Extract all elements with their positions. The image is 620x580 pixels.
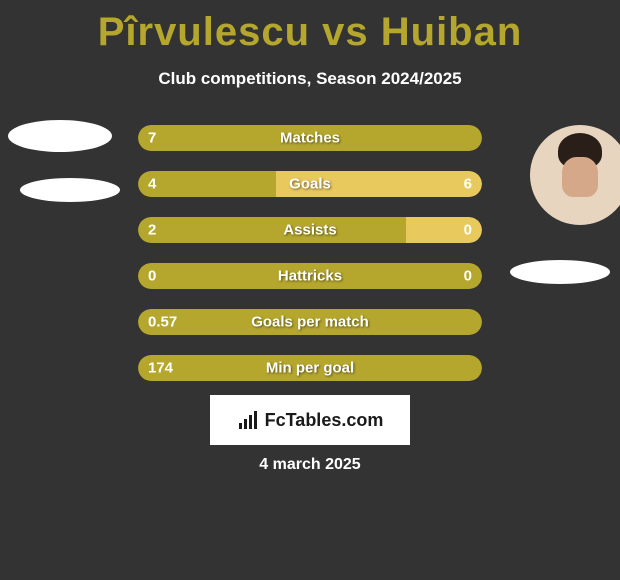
stat-row-goals: 4 Goals 6 [138,171,482,197]
stat-value-right: 6 [464,176,472,193]
player-right-avatar [530,125,620,225]
date-text: 4 march 2025 [259,456,360,474]
stat-row-goals-per-match: 0.57 Goals per match [138,309,482,335]
stat-row-matches: 7 Matches [138,125,482,151]
stat-row-min-per-goal: 174 Min per goal [138,355,482,381]
stat-label: Matches [138,130,482,147]
player-left-avatar [8,120,112,152]
brand-box[interactable]: FcTables.com [210,395,410,445]
stat-row-assists: 2 Assists 0 [138,217,482,243]
stats-container: 7 Matches 4 Goals 6 2 Assists 0 0 Hattri… [138,125,482,401]
stat-label: Min per goal [138,360,482,377]
stat-label: Hattricks [138,268,482,285]
stat-value-right: 0 [464,268,472,285]
player-left-name-ellipse [20,178,120,202]
stat-row-hattricks: 0 Hattricks 0 [138,263,482,289]
stat-label: Goals per match [138,314,482,331]
chart-icon [237,409,259,431]
player-right-name-ellipse [510,260,610,284]
stat-label: Assists [138,222,482,239]
stat-label: Goals [138,176,482,193]
subtitle: Club competitions, Season 2024/2025 [0,69,620,89]
brand-text: FcTables.com [265,410,384,431]
stat-value-right: 0 [464,222,472,239]
page-title: Pîrvulescu vs Huiban [0,0,620,55]
